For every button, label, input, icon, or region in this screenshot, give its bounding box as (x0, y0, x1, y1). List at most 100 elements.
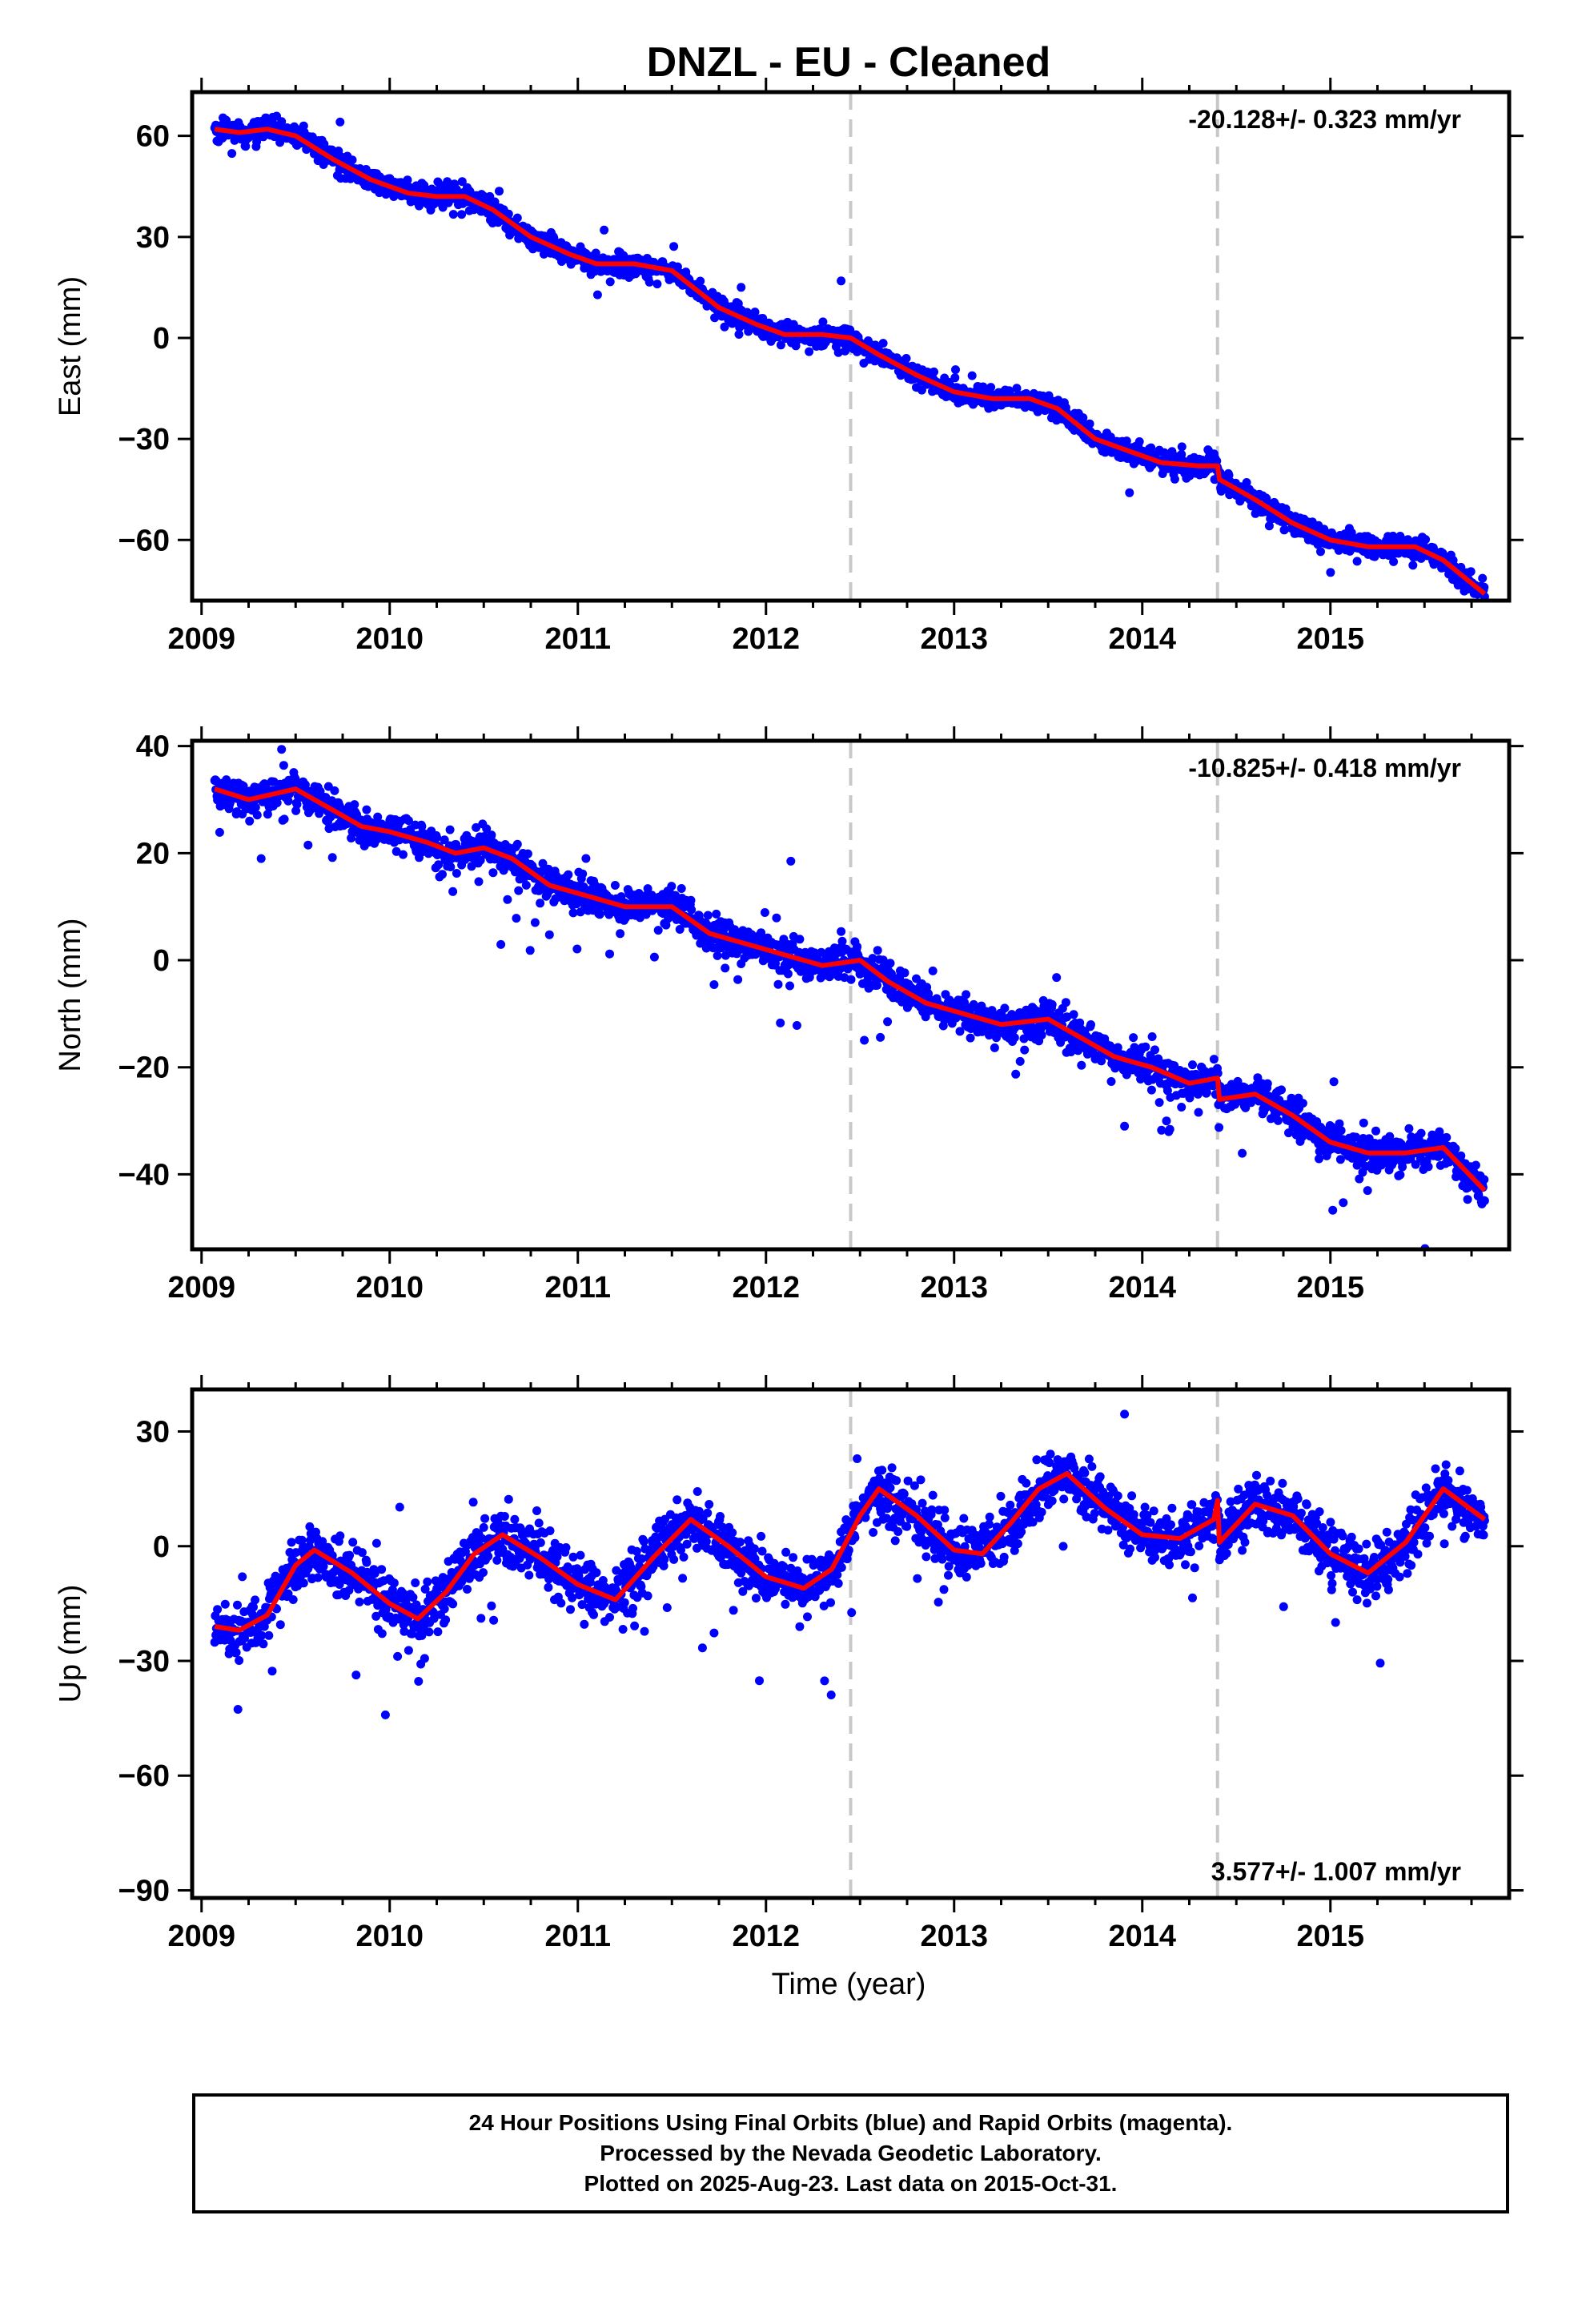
data-point (1298, 1099, 1307, 1108)
data-point (837, 927, 846, 936)
data-point (760, 908, 769, 917)
data-point (967, 371, 977, 380)
data-point (928, 966, 938, 975)
data-point (610, 881, 620, 890)
data-point (653, 926, 663, 935)
x-tick-label: 2013 (920, 622, 988, 656)
data-point (319, 1562, 328, 1571)
data-point (1280, 525, 1290, 534)
data-point (1062, 1012, 1072, 1022)
data-point (696, 276, 705, 286)
data-point (1471, 1160, 1480, 1170)
data-point (288, 1595, 298, 1604)
data-point (256, 854, 266, 863)
x-tick-label: 2014 (1108, 1271, 1176, 1305)
data-point (373, 812, 383, 822)
data-point (285, 1548, 295, 1557)
data-point (721, 963, 730, 973)
data-point (1408, 561, 1418, 570)
data-point (1162, 1116, 1171, 1126)
data-point (404, 816, 413, 826)
data-point (231, 1648, 241, 1657)
data-point (1165, 1124, 1174, 1134)
data-point (1273, 1116, 1283, 1125)
data-point (544, 930, 554, 939)
data-point (757, 928, 766, 938)
data-point (1209, 1055, 1219, 1064)
data-point (292, 799, 302, 809)
plot-area (210, 1389, 1489, 1898)
data-point (1134, 437, 1144, 446)
x-tick-label: 2015 (1296, 622, 1364, 656)
data-point (446, 862, 456, 871)
data-point (467, 862, 476, 871)
data-point (837, 936, 847, 946)
x-tick-label: 2009 (167, 1271, 235, 1305)
data-point (495, 187, 504, 196)
data-point (734, 330, 744, 339)
data-point (1167, 447, 1177, 456)
data-point (496, 939, 506, 949)
data-point (263, 810, 272, 819)
data-point (252, 810, 262, 820)
data-point (251, 1595, 260, 1605)
data-point (818, 317, 828, 327)
data-point (1061, 998, 1070, 1007)
x-tick-label: 2014 (1108, 622, 1176, 656)
chart-title: DNZL - EU - Cleaned (647, 39, 1051, 86)
data-point (616, 929, 625, 939)
data-point (669, 242, 679, 251)
data-point (713, 951, 722, 960)
data-point (1170, 474, 1179, 484)
data-point (521, 880, 531, 890)
data-point (605, 277, 615, 287)
data-point (272, 798, 282, 807)
data-point (652, 279, 662, 289)
data-point (1015, 1056, 1025, 1066)
data-point (647, 891, 656, 900)
data-point (504, 209, 513, 219)
data-point (279, 761, 288, 770)
data-point (962, 990, 971, 999)
data-point (240, 1634, 249, 1642)
data-point (299, 1578, 308, 1588)
data-point (853, 942, 862, 951)
rate-label: -20.128+/- 0.323 mm/yr (1188, 105, 1461, 134)
data-point (1478, 573, 1488, 583)
y-tick-label: 40 (136, 730, 170, 764)
data-point (712, 909, 721, 919)
data-point (350, 800, 359, 810)
x-tick-label: 2010 (355, 1271, 424, 1305)
data-point (1371, 1126, 1380, 1136)
x-tick-label: 2011 (545, 1271, 611, 1305)
data-point (267, 1667, 277, 1676)
data-point (1000, 1003, 1010, 1013)
data-point (1141, 1042, 1150, 1051)
data-point (1352, 557, 1362, 566)
y-tick-label: −30 (118, 423, 170, 456)
data-point (1086, 1020, 1095, 1029)
data-point (327, 853, 337, 862)
data-point (578, 869, 588, 879)
y-tick-label: 0 (153, 322, 170, 356)
data-point (1233, 1076, 1243, 1086)
data-point (710, 313, 720, 323)
data-point (257, 1630, 267, 1640)
y-tick-label: 20 (136, 837, 170, 870)
data-point (1480, 1175, 1489, 1184)
data-point (733, 975, 743, 984)
data-point (512, 914, 521, 923)
data-point (805, 347, 814, 356)
data-point (277, 117, 287, 127)
data-point (283, 796, 293, 806)
data-point (990, 1043, 999, 1052)
data-point (1146, 1085, 1156, 1095)
data-point (1339, 1198, 1348, 1208)
y-axis-label: North (mm) (54, 918, 87, 1072)
data-point (525, 946, 535, 955)
data-point (1355, 1174, 1364, 1184)
data-point (1316, 547, 1325, 557)
data-point (457, 210, 467, 219)
data-point (1125, 488, 1134, 497)
data-point (686, 895, 696, 905)
